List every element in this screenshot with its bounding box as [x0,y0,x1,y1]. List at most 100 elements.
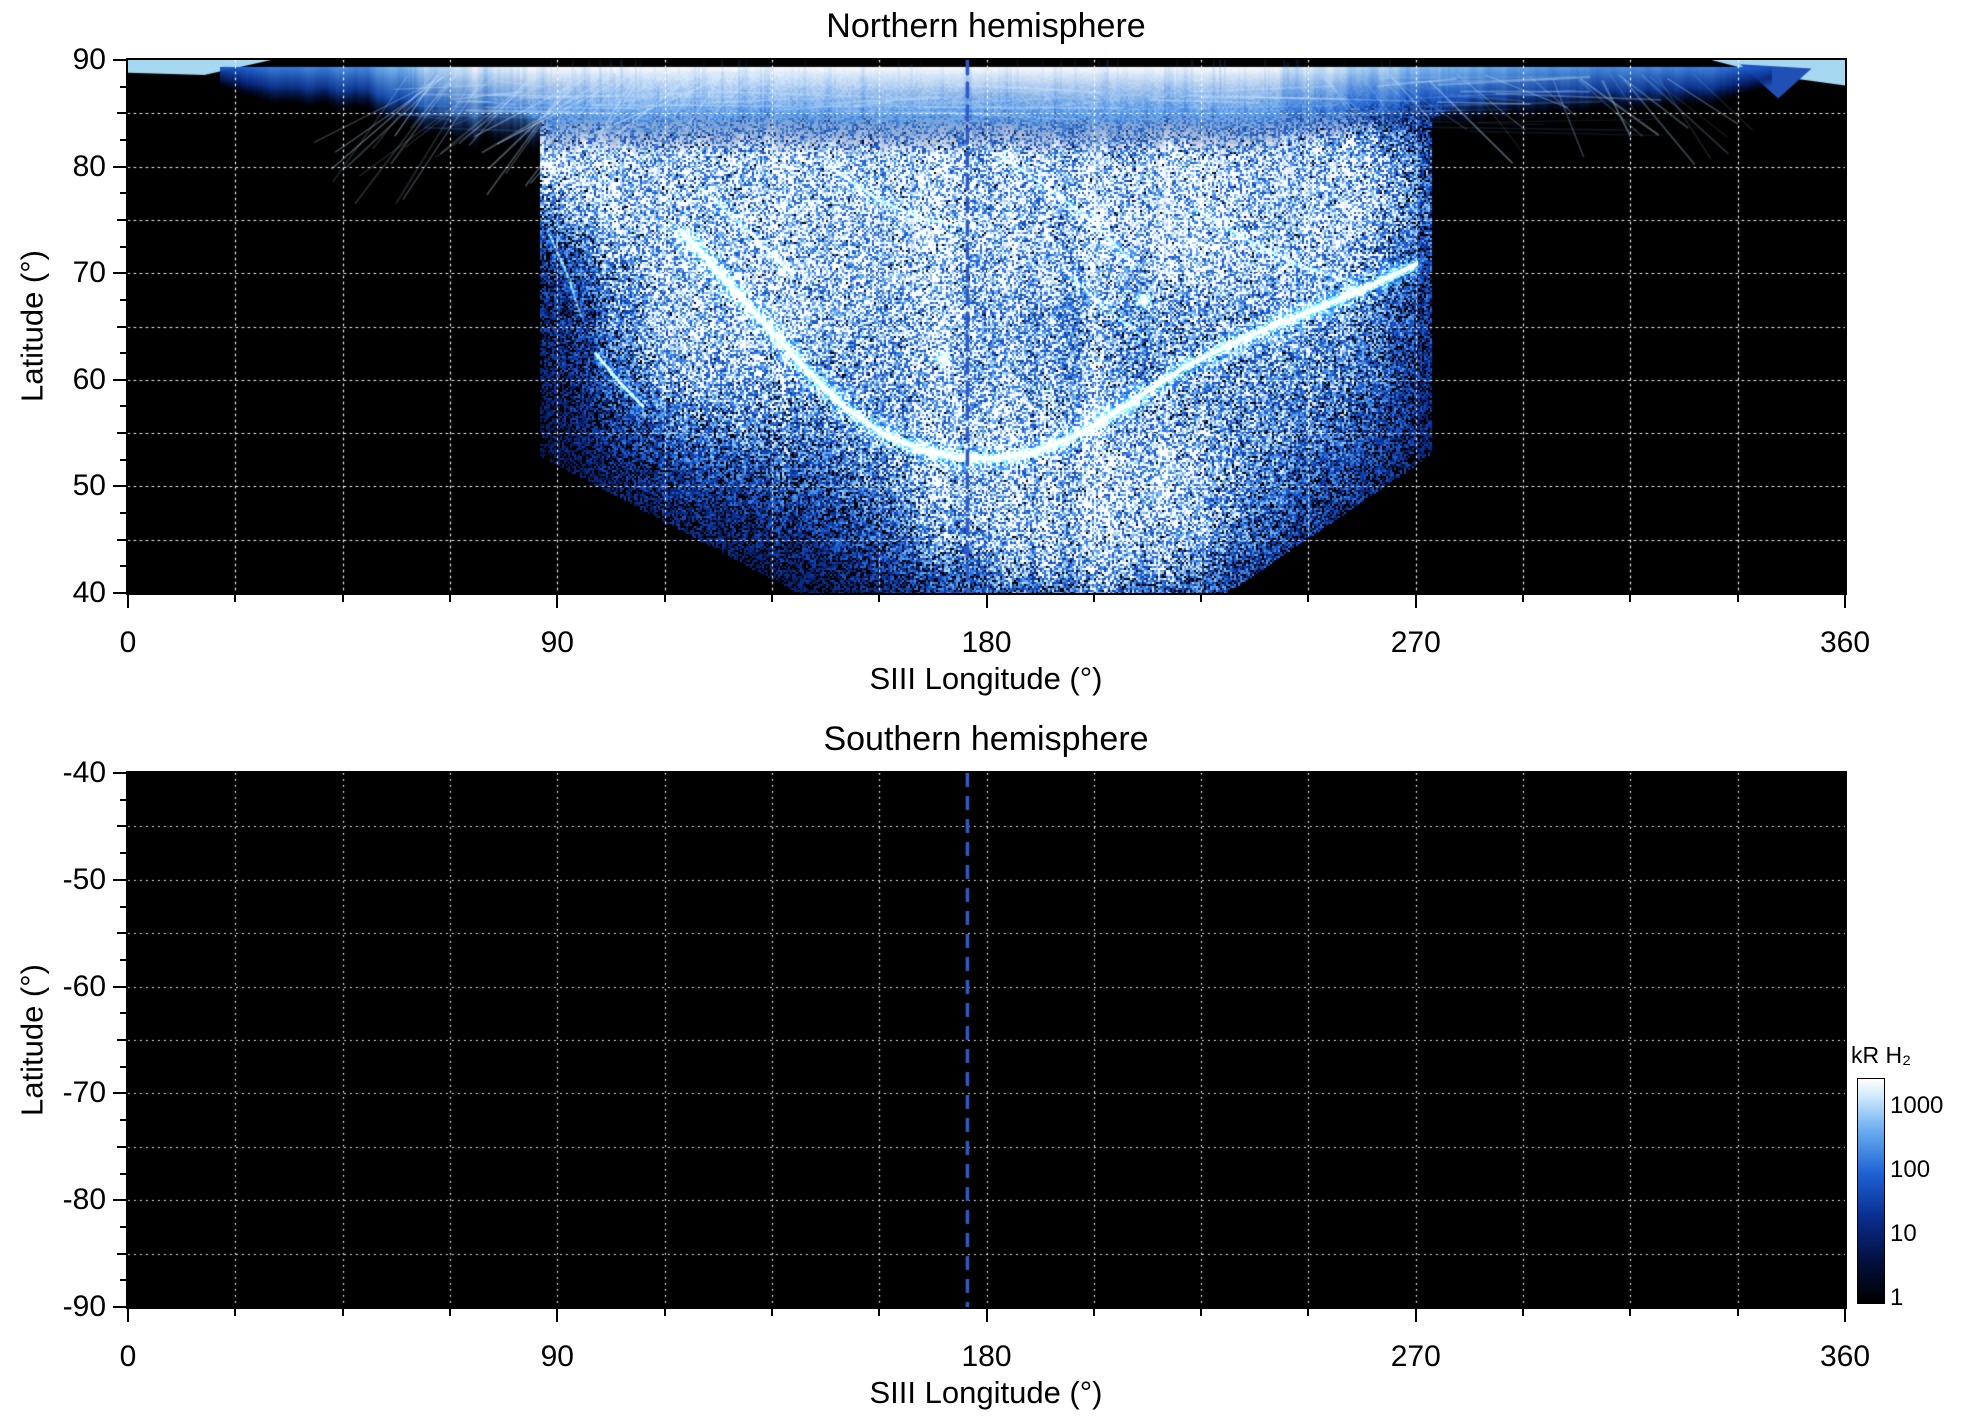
north-x-axis-tick [985,595,988,608]
north-y-axis-tick [113,272,126,275]
south-y-axis-tick [113,1092,126,1095]
south-y-axis-tick [120,1012,126,1015]
north-y-axis-tick [113,59,126,61]
north-y-axis-tick [117,325,126,328]
north-y-tick-label: 50 [72,469,106,503]
north-y-tick-label: 80 [72,149,106,183]
north-y-tick-label: 60 [72,362,106,396]
north-y-axis-tick [117,218,126,221]
north-y-tick-label: 40 [72,576,106,609]
north-x-axis-tick [556,595,559,608]
south-heatmap-canvas [128,773,1845,1307]
north-x-axis-tick [1522,595,1525,602]
south-x-axis-tick [127,1309,129,1322]
south-y-axis-tick [120,1065,126,1068]
south-x-axis-tick [1307,1309,1310,1316]
south-y-axis-tick [117,1252,126,1255]
south-y-tick-label: -50 [62,862,106,896]
north-x-tick-label: 270 [1390,626,1441,659]
north-x-axis-tick [448,595,451,602]
colorbar-tick-label: 1000 [1890,1092,1944,1120]
north-plot-area [126,58,1847,595]
south-x-axis-tick [1414,1309,1417,1322]
south-y-axis-tick [120,958,126,961]
north-x-axis-tick [878,595,881,602]
north-x-axis-tick [770,595,773,602]
south-x-axis-tick [878,1309,881,1316]
south-y-axis-tick [120,1119,126,1122]
south-x-axis-tick [985,1309,988,1322]
south-panel-title: Southern hemisphere [823,720,1149,758]
south-x-tick-label: 90 [540,1340,574,1373]
south-y-tick-label: -40 [62,756,106,789]
north-x-axis-tick [234,595,237,602]
south-x-axis-tick [1629,1309,1632,1316]
south-y-axis-tick [120,852,126,855]
south-x-axis-tick [448,1309,451,1316]
north-x-axis-tick [1414,595,1417,608]
south-x-axis-tick [1844,1309,1846,1322]
south-y-axis-tick [120,1225,126,1228]
north-heatmap-canvas [128,60,1845,593]
south-x-axis-tick [556,1309,559,1322]
colorbar-tick-label: 1 [1890,1283,1904,1311]
north-panel-title: Northern hemisphere [826,7,1146,45]
north-x-axis-tick [1629,595,1632,602]
north-y-axis-tick [120,85,126,88]
south-y-axis-tick [113,985,126,988]
south-x-axis-tick [1200,1309,1203,1316]
south-x-axis-label: SIII Longitude (°) [869,1375,1103,1410]
colorbar-title: kR H₂ [1851,1042,1912,1068]
south-x-tick-label: 180 [961,1340,1012,1373]
north-y-axis-tick [113,165,126,168]
south-y-tick-label: -90 [62,1290,106,1323]
south-y-axis-tick [113,772,126,774]
south-y-axis-tick [120,1279,126,1282]
south-x-axis-tick [663,1309,666,1316]
south-x-axis-tick [341,1309,344,1316]
colorbar-gradient [1857,1078,1885,1304]
north-y-axis-tick [117,538,126,541]
north-y-axis-tick [117,112,126,115]
south-x-axis-tick [1522,1309,1525,1316]
north-y-axis-tick [113,592,126,594]
south-y-tick-label: -60 [62,969,106,1003]
north-x-tick-label: 360 [1819,626,1871,659]
colorbar-tick-label: 100 [1890,1156,1931,1184]
north-x-axis-tick [127,595,129,608]
south-y-tick-label: -70 [62,1076,106,1110]
north-y-axis-tick [113,378,126,381]
south-y-axis-tick [113,1199,126,1202]
north-y-axis-tick [120,298,126,301]
south-y-axis-tick [117,1039,126,1041]
north-y-axis-tick [120,458,126,461]
north-y-tick-label: 70 [72,256,106,290]
north-x-tick-label: 180 [961,626,1012,659]
south-y-axis-tick [120,905,126,908]
north-x-axis-tick [1307,595,1310,602]
north-x-axis-tick [1200,595,1203,602]
north-x-axis-tick [1736,595,1739,602]
north-y-tick-label: 90 [72,43,106,76]
south-x-tick-label: 270 [1390,1340,1441,1373]
south-y-axis-tick [117,1145,126,1148]
south-x-axis-tick [770,1309,773,1316]
north-x-axis-tick [1844,595,1846,608]
north-y-axis-tick [113,485,126,488]
north-y-axis-tick [120,138,126,141]
north-x-axis-tick [663,595,666,602]
south-y-axis-tick [113,878,126,881]
south-y-tick-label: -80 [62,1183,106,1217]
north-y-axis-tick [120,352,126,355]
north-y-axis-tick [120,192,126,195]
north-x-tick-label: 0 [119,626,137,659]
colorbar-tick-label: 10 [1890,1219,1917,1247]
south-y-axis-tick [113,1306,126,1308]
south-x-axis-tick [234,1309,237,1316]
north-x-axis-label: SIII Longitude (°) [869,661,1103,696]
south-y-axis-tick [117,932,126,935]
south-x-axis-tick [1092,1309,1095,1316]
north-x-tick-label: 90 [540,626,574,659]
south-x-axis-tick [1736,1309,1739,1316]
south-x-tick-label: 0 [119,1340,137,1373]
